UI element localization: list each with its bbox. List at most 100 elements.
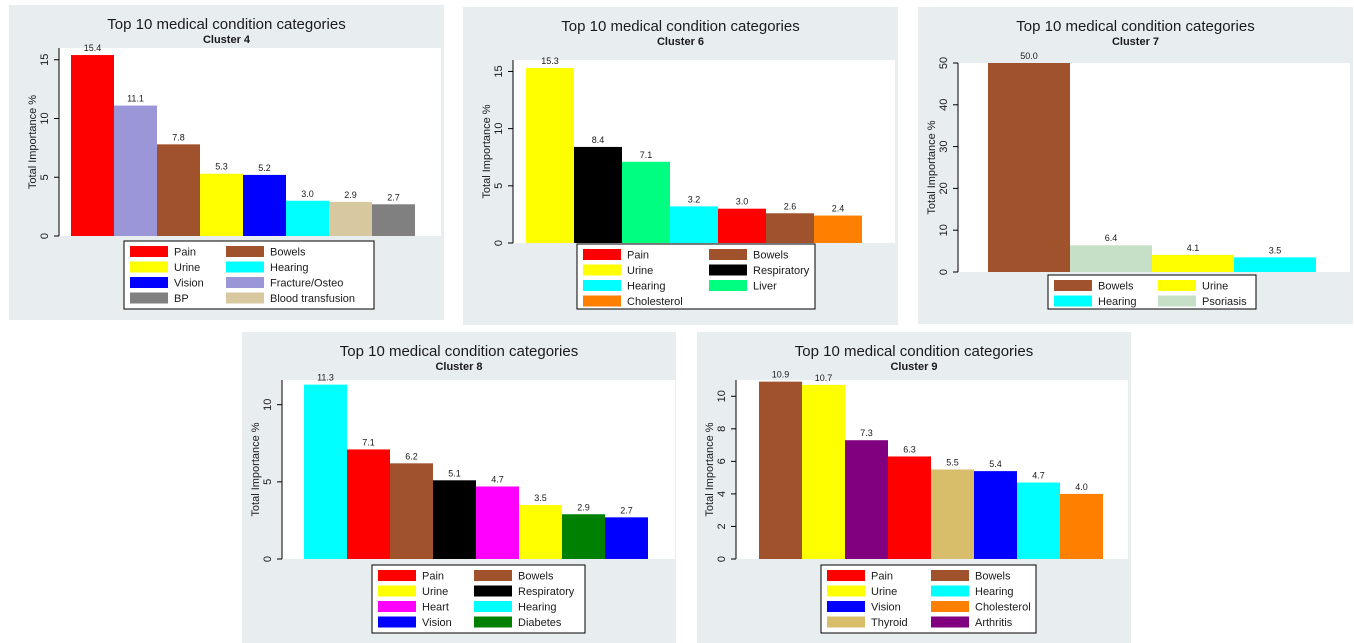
data-label: 10.9 xyxy=(772,370,790,380)
legend-swatch-urine xyxy=(130,261,168,273)
bar-bowels xyxy=(988,63,1070,272)
legend-swatch-respiratory xyxy=(709,264,747,276)
bar-urine xyxy=(526,68,574,243)
chart-subtitle: Cluster 8 xyxy=(435,361,482,373)
legend-label-blood-transfusion: Blood transfusion xyxy=(270,293,355,305)
bar-arthritis xyxy=(845,440,888,559)
y-axis-label: Total Importance % xyxy=(926,120,938,214)
chart-subtitle: Cluster 6 xyxy=(657,36,704,48)
bar-bowels xyxy=(390,463,433,559)
bar-bowels xyxy=(766,213,814,243)
data-label: 8.4 xyxy=(592,135,605,145)
legend-label-bowels: Bowels xyxy=(270,247,306,259)
data-label: 3.5 xyxy=(1269,245,1282,255)
legend-swatch-hearing xyxy=(1054,295,1092,307)
legend-swatch-bowels xyxy=(1054,280,1092,291)
legend-label-hearing: Hearing xyxy=(1098,296,1137,308)
legend-label-bowels: Bowels xyxy=(975,571,1011,583)
data-label: 3.0 xyxy=(301,189,314,199)
data-label: 6.4 xyxy=(1105,233,1118,243)
legend-label-thyroid: Thyroid xyxy=(871,617,908,629)
legend-swatch-cholesterol xyxy=(583,295,621,307)
data-label: 4.0 xyxy=(1075,482,1088,492)
legend-label-vision: Vision xyxy=(422,617,452,629)
data-label: 3.0 xyxy=(736,197,749,207)
legend-label-vision: Vision xyxy=(871,602,901,614)
y-tick-label: 10 xyxy=(39,112,51,124)
legend-swatch-arthritis xyxy=(931,616,969,628)
bar-bowels xyxy=(759,381,802,559)
chart-svg: Top 10 medical condition categoriesClust… xyxy=(27,16,441,310)
legend-label-hearing: Hearing xyxy=(518,602,557,614)
bar-hearing xyxy=(1017,482,1060,559)
data-label: 5.2 xyxy=(258,163,271,173)
y-tick-label: 50 xyxy=(938,57,950,69)
bar-cholesterol xyxy=(814,215,862,243)
bar-vision xyxy=(605,517,648,559)
data-label: 5.1 xyxy=(448,468,461,478)
legend-label-arthritis: Arthritis xyxy=(975,617,1013,629)
y-tick-label: 10 xyxy=(262,399,274,411)
bar-thyroid xyxy=(931,469,974,559)
bar-diabetes xyxy=(562,514,605,559)
legend-swatch-diabetes xyxy=(474,616,512,628)
data-label: 5.4 xyxy=(989,459,1002,469)
legend-label-urine: Urine xyxy=(627,265,653,277)
chart-title: Top 10 medical condition categories xyxy=(340,343,578,360)
y-tick-label: 10 xyxy=(493,123,505,135)
data-label: 2.6 xyxy=(784,201,797,211)
y-tick-label: 6 xyxy=(716,458,728,464)
legend-label-respiratory: Respiratory xyxy=(753,265,810,277)
legend-swatch-hearing xyxy=(931,585,969,597)
data-label: 50.0 xyxy=(1020,51,1038,61)
bar-hearing xyxy=(670,206,718,243)
data-label: 10.7 xyxy=(815,373,833,383)
data-label: 2.4 xyxy=(832,204,845,214)
y-tick-label: 0 xyxy=(716,556,728,562)
legend-swatch-bp xyxy=(130,292,168,304)
chart-subtitle: Cluster 7 xyxy=(1112,36,1159,48)
bar-psoriasis xyxy=(1070,245,1152,272)
legend-swatch-thyroid xyxy=(827,616,865,628)
y-tick-label: 0 xyxy=(493,240,505,246)
y-axis-label: Total Importance % xyxy=(250,422,262,516)
data-label: 6.3 xyxy=(903,444,916,454)
y-tick-label: 0 xyxy=(39,233,51,239)
legend-label-bowels: Bowels xyxy=(1098,281,1134,293)
legend-label-fracture-osteo: Fracture/Osteo xyxy=(270,278,343,290)
legend-label-vision: Vision xyxy=(174,278,204,290)
bar-bowels xyxy=(157,144,200,236)
legend-swatch-respiratory xyxy=(474,585,512,597)
data-label: 11.3 xyxy=(317,373,334,383)
legend-swatch-urine xyxy=(378,585,416,597)
bar-urine xyxy=(1152,254,1234,272)
chart-panel-cluster-9: Top 10 medical condition categories Clust… xyxy=(697,332,1131,643)
legend-swatch-urine xyxy=(583,264,621,276)
bar-urine xyxy=(802,384,845,559)
legend-label-bowels: Bowels xyxy=(753,250,789,262)
legend-swatch-liver xyxy=(709,280,747,291)
data-label: 7.8 xyxy=(172,132,185,142)
bar-cholesterol xyxy=(1060,493,1103,559)
bar-hearing xyxy=(1234,257,1316,272)
legend-label-psoriasis: Psoriasis xyxy=(1202,296,1247,308)
data-label: 7.1 xyxy=(362,437,375,447)
y-tick-label: 0 xyxy=(262,556,274,562)
y-tick-label: 15 xyxy=(39,54,51,66)
legend-swatch-hearing xyxy=(474,601,512,612)
chart-subtitle: Cluster 4 xyxy=(203,34,251,46)
legend-swatch-pain xyxy=(827,570,865,581)
legend-label-heart: Heart xyxy=(422,602,449,614)
legend-label-hearing: Hearing xyxy=(270,262,309,274)
y-tick-label: 0 xyxy=(938,269,950,275)
legend-label-pain: Pain xyxy=(627,250,649,262)
y-tick-label: 10 xyxy=(938,224,950,236)
bar-respiratory xyxy=(433,480,476,559)
data-label: 4.7 xyxy=(1032,471,1045,481)
data-label: 5.5 xyxy=(946,458,959,468)
legend-label-diabetes: Diabetes xyxy=(518,617,562,629)
legend-swatch-cholesterol xyxy=(931,601,969,612)
y-axis-label: Total Importance % xyxy=(27,95,39,189)
bar-hearing xyxy=(286,200,329,236)
bar-respiratory xyxy=(574,146,622,243)
